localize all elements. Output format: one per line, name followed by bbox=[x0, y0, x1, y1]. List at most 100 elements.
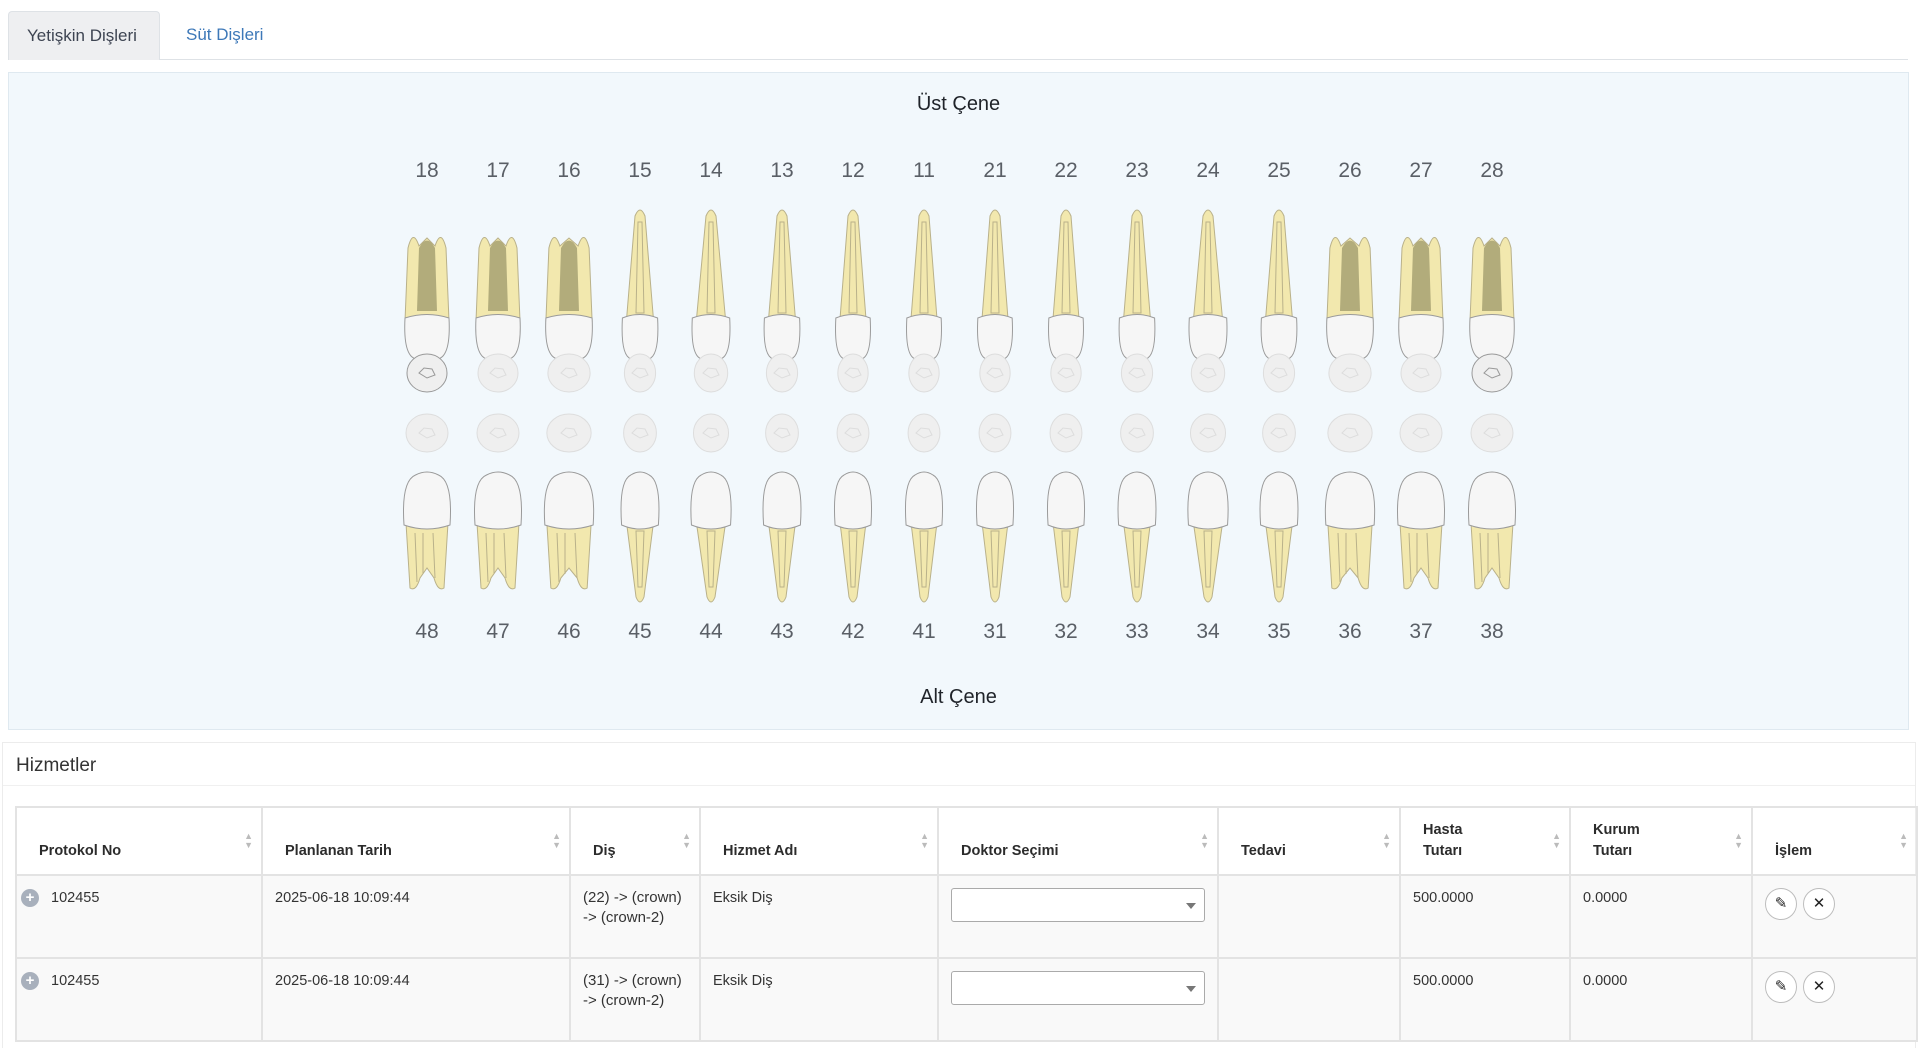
upper-tooth-number[interactable]: 13 bbox=[770, 159, 794, 182]
upper-tooth-number[interactable]: 17 bbox=[486, 159, 510, 182]
upper-tooth[interactable] bbox=[691, 209, 731, 393]
lower-tooth-number[interactable]: 42 bbox=[841, 620, 865, 643]
tab-bar: Yetişkin Dişleri Süt Dişleri bbox=[8, 11, 1908, 60]
col-header-doctor[interactable]: Doktor Seçimi ▲ ▼ bbox=[937, 806, 1219, 876]
upper-tooth[interactable] bbox=[1118, 209, 1156, 393]
lower-tooth[interactable] bbox=[833, 413, 873, 603]
upper-tooth[interactable] bbox=[545, 237, 593, 393]
lower-tooth-number[interactable]: 46 bbox=[557, 620, 581, 643]
lower-tooth[interactable] bbox=[474, 413, 522, 590]
lower-tooth-number[interactable]: 33 bbox=[1125, 620, 1149, 643]
col-header-protocol[interactable]: Protokol No ▲ ▼ bbox=[15, 806, 263, 876]
cell-protocol: +102455 bbox=[15, 957, 263, 1042]
edit-button[interactable]: ✎ bbox=[1765, 888, 1797, 920]
upper-tooth-number[interactable]: 27 bbox=[1409, 159, 1433, 182]
col-header-service[interactable]: Hizmet Adı ▲ ▼ bbox=[699, 806, 939, 876]
lower-tooth[interactable] bbox=[543, 413, 595, 590]
upper-tooth[interactable] bbox=[404, 237, 450, 393]
lower-tooth-number[interactable]: 32 bbox=[1054, 620, 1078, 643]
lower-tooth[interactable] bbox=[690, 413, 732, 603]
sort-icon[interactable]: ▲ ▼ bbox=[1899, 831, 1908, 850]
col-header-date[interactable]: Planlanan Tarih ▲ ▼ bbox=[261, 806, 571, 876]
upper-tooth-number[interactable]: 14 bbox=[699, 159, 723, 182]
sort-icon[interactable]: ▲ ▼ bbox=[682, 831, 691, 850]
col-header-institution-amount[interactable]: Kurum Tutarı ▲ ▼ bbox=[1569, 806, 1753, 876]
sort-icon[interactable]: ▲ ▼ bbox=[1382, 831, 1391, 850]
upper-tooth[interactable] bbox=[977, 209, 1013, 393]
expand-row-icon[interactable]: + bbox=[21, 889, 39, 908]
upper-tooth-number[interactable]: 18 bbox=[415, 159, 439, 182]
lower-tooth-number[interactable]: 36 bbox=[1338, 620, 1362, 643]
upper-tooth[interactable] bbox=[906, 209, 942, 393]
cell-tooth: (31) -> (crown) -> (crown-2) bbox=[569, 957, 701, 1042]
lower-tooth[interactable] bbox=[1324, 413, 1376, 590]
close-icon: ✕ bbox=[1812, 895, 1826, 912]
upper-tooth[interactable] bbox=[1326, 237, 1374, 393]
upper-tooth-number[interactable]: 26 bbox=[1338, 159, 1362, 182]
lower-tooth[interactable] bbox=[1046, 413, 1086, 603]
lower-tooth[interactable] bbox=[403, 413, 451, 590]
upper-tooth-number[interactable]: 24 bbox=[1196, 159, 1220, 182]
col-header-action[interactable]: İşlem ▲ ▼ bbox=[1751, 806, 1918, 876]
upper-tooth[interactable] bbox=[763, 209, 801, 393]
doctor-select[interactable] bbox=[951, 888, 1205, 922]
upper-tooth[interactable] bbox=[621, 209, 659, 393]
lower-tooth-number[interactable]: 35 bbox=[1267, 620, 1291, 643]
upper-tooth-number[interactable]: 25 bbox=[1267, 159, 1291, 182]
lower-tooth[interactable] bbox=[1117, 413, 1157, 603]
lower-tooth[interactable] bbox=[904, 413, 944, 603]
col-header-tooth[interactable]: Diş ▲ ▼ bbox=[569, 806, 701, 876]
upper-tooth-number[interactable]: 28 bbox=[1480, 159, 1504, 182]
upper-tooth[interactable] bbox=[475, 237, 521, 393]
sort-icon[interactable]: ▲ ▼ bbox=[552, 831, 561, 850]
lower-tooth-number[interactable]: 43 bbox=[770, 620, 794, 643]
upper-tooth[interactable] bbox=[1048, 209, 1084, 393]
upper-tooth-number[interactable]: 12 bbox=[841, 159, 865, 182]
tab-primary-teeth[interactable]: Süt Dişleri bbox=[186, 25, 264, 44]
col-header-treatment[interactable]: Tedavi ▲ ▼ bbox=[1217, 806, 1401, 876]
expand-row-icon[interactable]: + bbox=[21, 972, 39, 991]
upper-tooth-number[interactable]: 15 bbox=[628, 159, 652, 182]
delete-button[interactable]: ✕ bbox=[1803, 971, 1835, 1003]
sort-icon[interactable]: ▲ ▼ bbox=[244, 831, 253, 850]
lower-tooth[interactable] bbox=[620, 413, 660, 603]
lower-tooth-number[interactable]: 31 bbox=[983, 620, 1007, 643]
lower-tooth-number[interactable]: 34 bbox=[1196, 620, 1220, 643]
lower-tooth-number[interactable]: 41 bbox=[912, 620, 936, 643]
tab-adult-teeth[interactable]: Yetişkin Dişleri bbox=[8, 11, 160, 60]
lower-tooth[interactable] bbox=[1259, 413, 1299, 603]
sort-icon[interactable]: ▲ ▼ bbox=[920, 831, 929, 850]
upper-tooth-number[interactable]: 23 bbox=[1125, 159, 1149, 182]
upper-tooth[interactable] bbox=[1398, 237, 1444, 393]
sort-icon[interactable]: ▲ ▼ bbox=[1552, 831, 1561, 850]
sort-icon[interactable]: ▲ ▼ bbox=[1734, 831, 1743, 850]
upper-tooth-number[interactable]: 22 bbox=[1054, 159, 1078, 182]
lower-tooth[interactable] bbox=[975, 413, 1015, 603]
edit-button[interactable]: ✎ bbox=[1765, 971, 1797, 1003]
upper-tooth[interactable] bbox=[1260, 209, 1298, 393]
cell-treatment bbox=[1217, 957, 1401, 1042]
lower-tooth-number[interactable]: 44 bbox=[699, 620, 723, 643]
lower-tooth[interactable] bbox=[1468, 413, 1516, 590]
lower-tooth[interactable] bbox=[762, 413, 802, 603]
lower-tooth[interactable] bbox=[1187, 413, 1229, 603]
col-header-patient-amount[interactable]: Hasta Tutarı ▲ ▼ bbox=[1399, 806, 1571, 876]
lower-tooth-number[interactable]: 38 bbox=[1480, 620, 1504, 643]
upper-jaw-title: Üst Çene bbox=[916, 93, 1001, 115]
lower-tooth-number[interactable]: 48 bbox=[415, 620, 439, 643]
lower-tooth-number[interactable]: 47 bbox=[486, 620, 510, 643]
cell-treatment bbox=[1217, 874, 1401, 959]
lower-tooth-number[interactable]: 45 bbox=[628, 620, 652, 643]
upper-tooth[interactable] bbox=[1188, 209, 1228, 393]
upper-tooth[interactable] bbox=[1469, 237, 1515, 393]
doctor-select[interactable] bbox=[951, 971, 1205, 1005]
cell-doctor bbox=[937, 957, 1219, 1042]
upper-tooth-number[interactable]: 21 bbox=[983, 159, 1007, 182]
delete-button[interactable]: ✕ bbox=[1803, 888, 1835, 920]
upper-tooth[interactable] bbox=[835, 209, 871, 393]
sort-icon[interactable]: ▲ ▼ bbox=[1200, 831, 1209, 850]
upper-tooth-number[interactable]: 11 bbox=[913, 159, 935, 182]
lower-tooth-number[interactable]: 37 bbox=[1409, 620, 1433, 643]
lower-tooth[interactable] bbox=[1397, 413, 1445, 590]
upper-tooth-number[interactable]: 16 bbox=[557, 159, 581, 182]
